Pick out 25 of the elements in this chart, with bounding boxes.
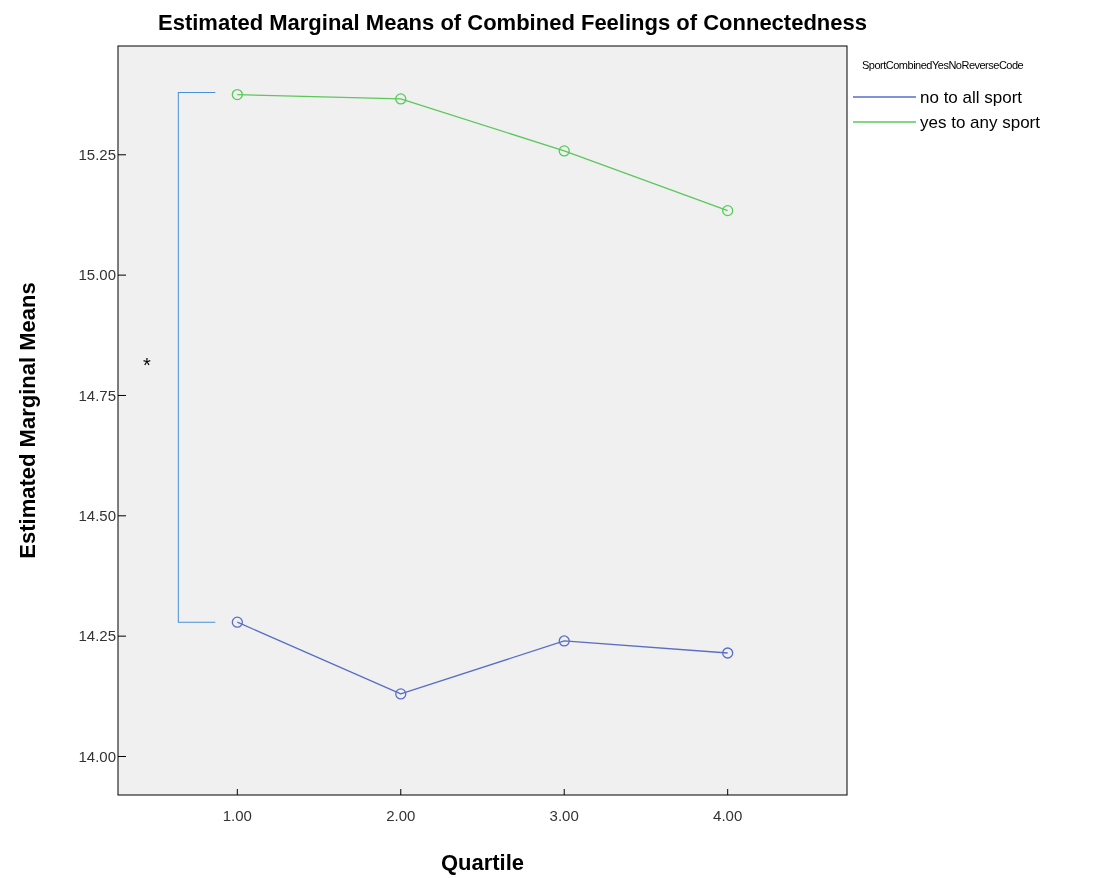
point bbox=[395, 93, 407, 105]
point bbox=[558, 145, 570, 157]
point bbox=[395, 688, 407, 700]
chart-title: Estimated Marginal Means of Combined Feelings of Connectedness bbox=[157, 10, 868, 35]
point bbox=[722, 647, 734, 659]
y-tick-label: 14.25 bbox=[78, 627, 116, 645]
x-tick-label: 1.00 bbox=[222, 807, 252, 824]
x-tick-label: 4.00 bbox=[713, 807, 743, 824]
point bbox=[231, 616, 243, 628]
y-tick-label: 15.00 bbox=[78, 266, 116, 284]
y-tick-label: 14.00 bbox=[78, 747, 116, 765]
point bbox=[558, 635, 570, 647]
y-axis-title: Estimated Marginal Means bbox=[15, 282, 40, 559]
x-tick-label: 2.00 bbox=[386, 807, 416, 824]
point bbox=[231, 88, 243, 101]
annotation: * bbox=[143, 354, 152, 377]
y-tick-label: 14.50 bbox=[78, 507, 116, 525]
legend-label: no to all sport bbox=[920, 87, 1023, 107]
legend-title: SportCombinedYesNoReverseCode bbox=[862, 59, 1024, 71]
legend-label: yes to any sport bbox=[920, 112, 1041, 132]
y-tick-label: 15.25 bbox=[78, 146, 116, 164]
x-tick-label: 3.00 bbox=[549, 807, 579, 824]
y-tick-label: 14.75 bbox=[78, 386, 116, 404]
point bbox=[722, 204, 734, 217]
x-axis-title: Quartile bbox=[440, 850, 525, 875]
